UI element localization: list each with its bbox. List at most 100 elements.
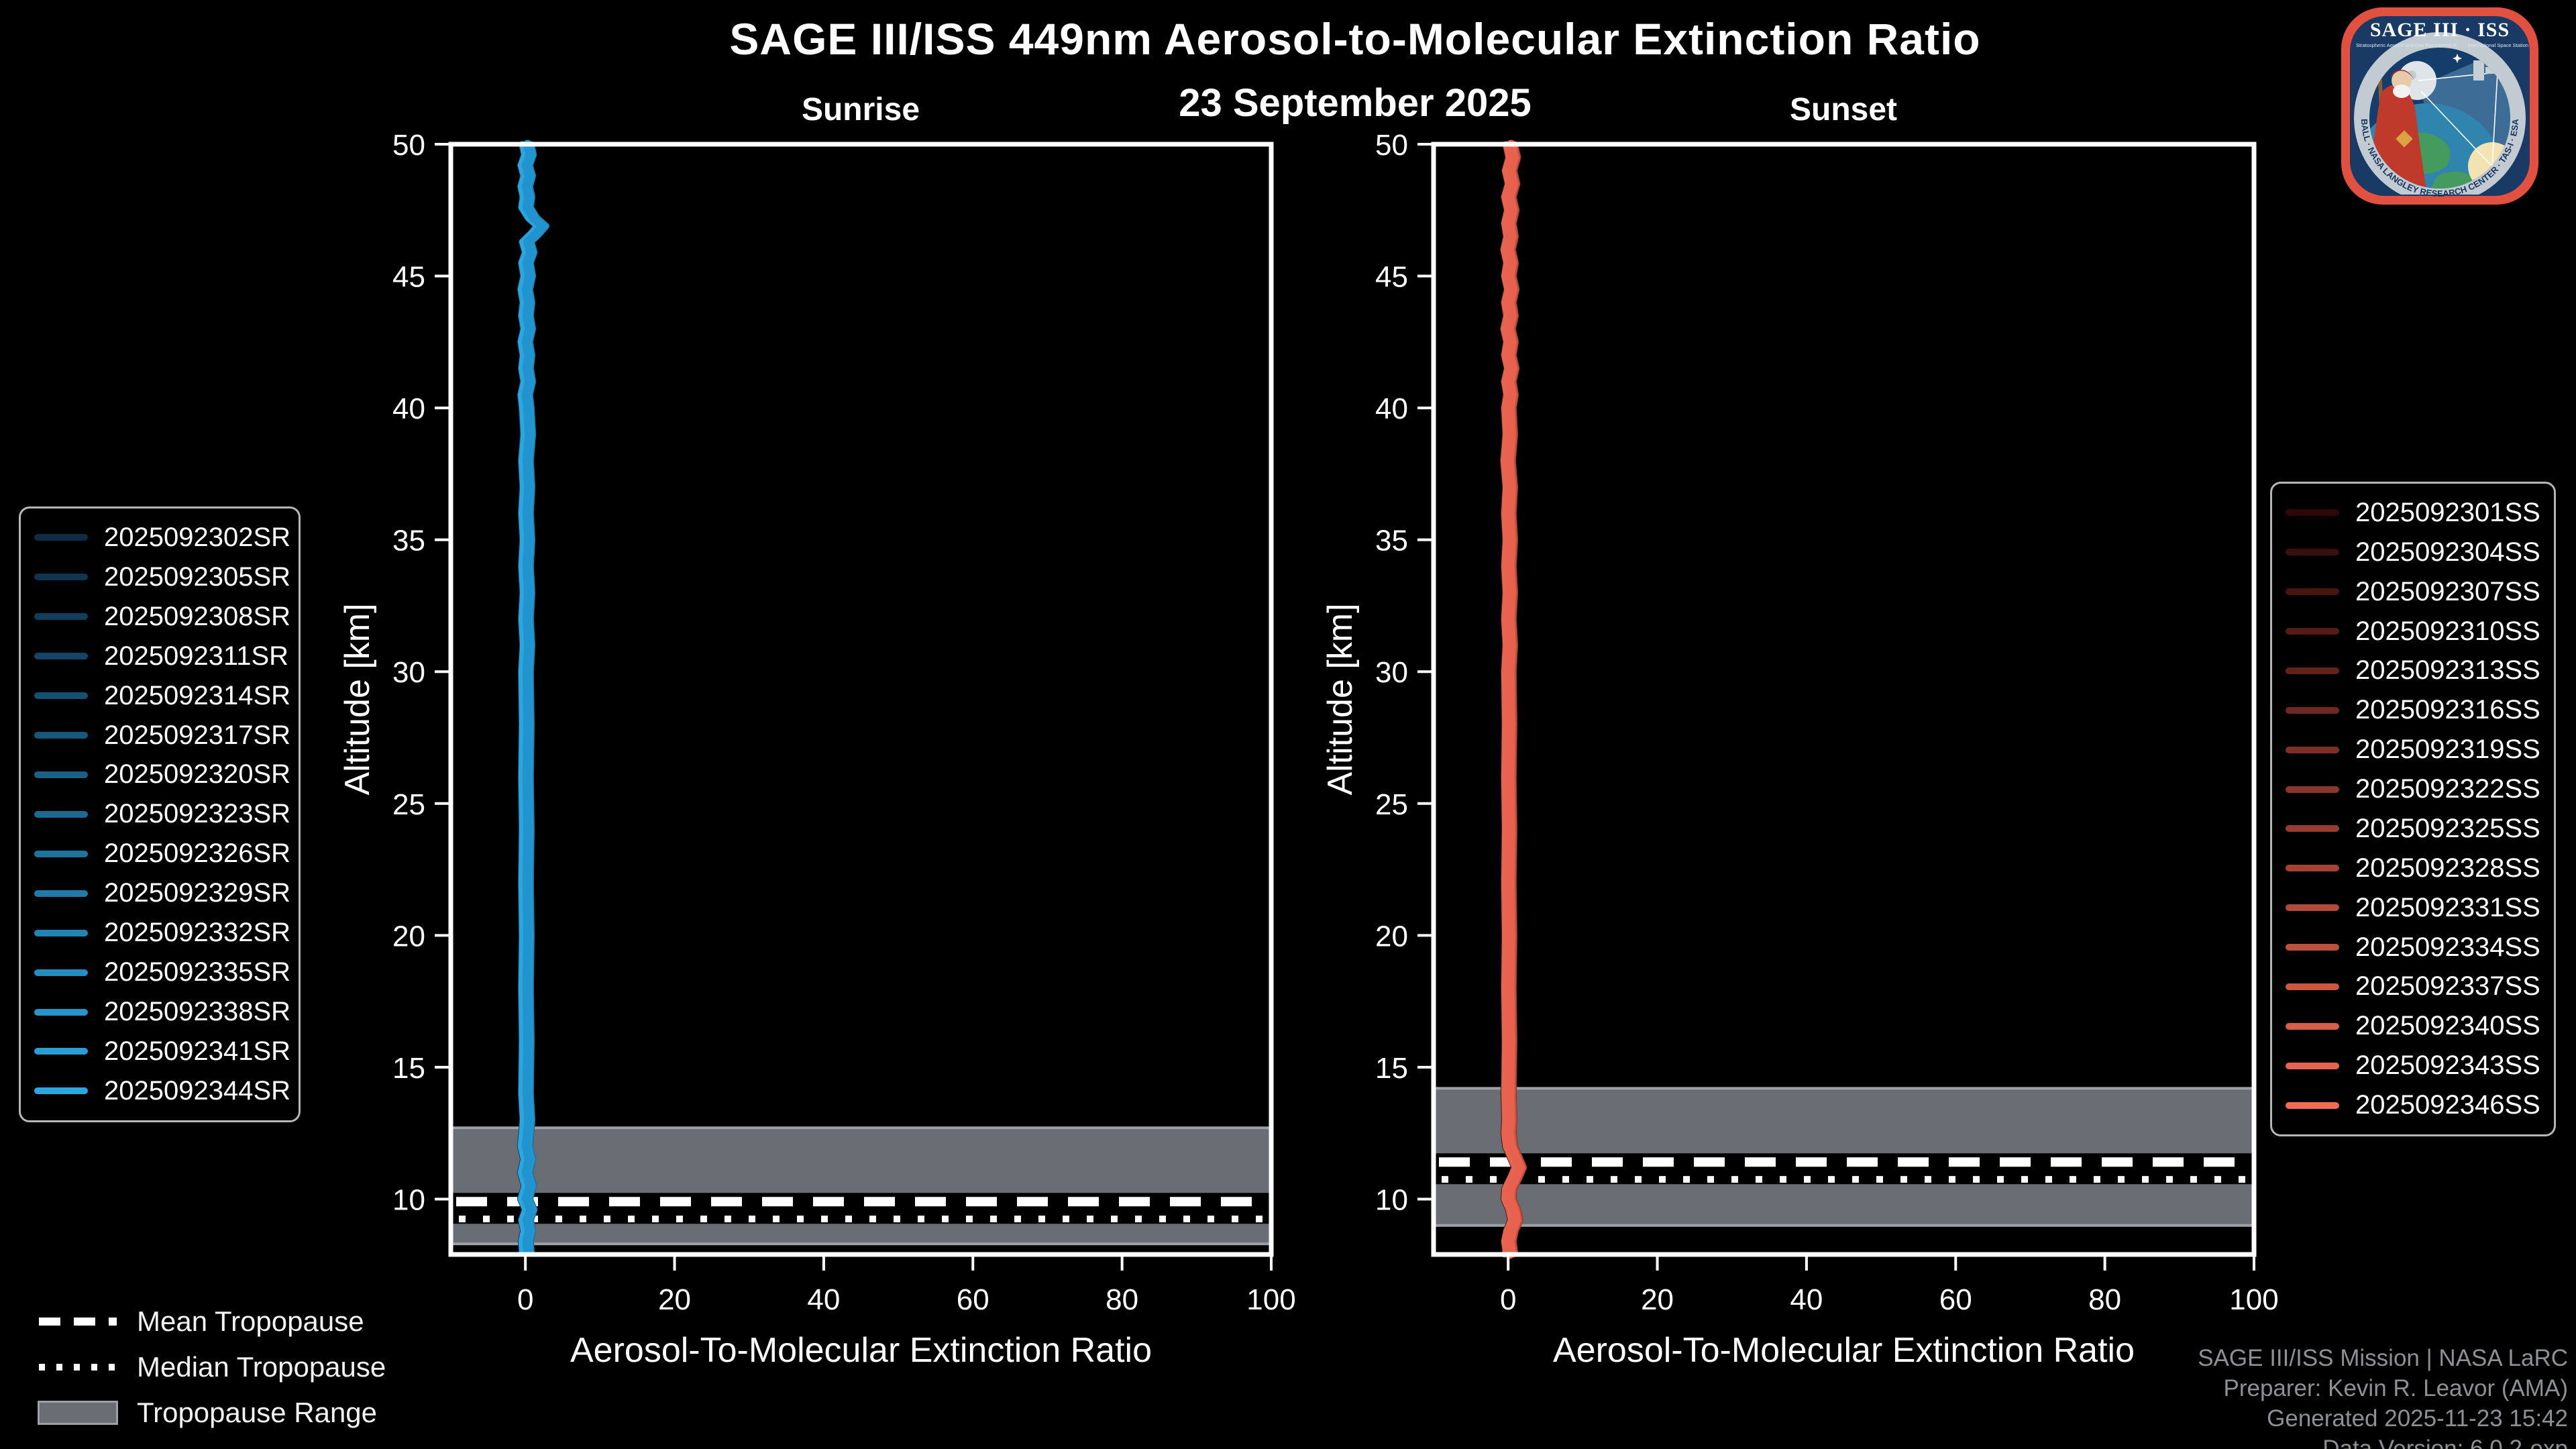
legend-line-swatch: [2286, 1102, 2339, 1109]
legend-item-label: 2025092344SR: [104, 1075, 291, 1106]
logo-continent: [2431, 171, 2479, 189]
legend-line-swatch: [34, 850, 88, 857]
attribution-line: Preparer: Kevin R. Leavor (AMA): [2223, 1375, 2568, 1401]
sunrise-axes-box: [448, 142, 1274, 1257]
legend-item: 2025092314SR: [34, 681, 290, 711]
legend-line-swatch: [34, 929, 88, 936]
legend-item: 2025092317SR: [34, 720, 290, 751]
legend-item: 2025092316SS: [2286, 695, 2540, 725]
legend-item-label: 2025092316SS: [2355, 695, 2540, 725]
legend-line-swatch: [34, 969, 88, 976]
sunrise-events-legend: 2025092302SR 2025092305SR 2025092308SR 2025…: [19, 506, 301, 1122]
y-tick-label: 20: [1375, 920, 1408, 953]
legend-item: 2025092334SS: [2286, 932, 2540, 963]
legend-item-label: 2025092320SR: [104, 759, 291, 790]
legend-item: 2025092320SR: [34, 759, 290, 790]
legend-item-label: 2025092305SR: [104, 561, 291, 592]
legend-item-label: 2025092335SR: [104, 957, 291, 987]
legend-line-swatch: [2286, 628, 2339, 635]
sunrise-profile-main: [521, 140, 547, 1256]
x-tick-label: 0: [1500, 1283, 1516, 1316]
legend-item-label: 2025092337SS: [2355, 971, 2540, 1002]
legend-item: 2025092332SR: [34, 918, 290, 948]
legend-item: 2025092335SR: [34, 957, 290, 987]
logo-subtitle-left: Stratospheric Aerosol and Gas Experiment…: [2356, 42, 2457, 48]
sunset-profile-2025092343SS: [1500, 141, 1518, 1258]
legend-item-label: 2025092317SR: [104, 720, 291, 750]
sunset-events-legend: 2025092301SS 2025092304SS 2025092307SS 2025…: [2270, 482, 2556, 1136]
legend-line-swatch: [2286, 786, 2339, 793]
legend-item-label: 2025092310SS: [2355, 616, 2540, 646]
logo-sight-line: [2418, 72, 2498, 81]
legend-line-swatch: [34, 1048, 88, 1055]
logo-figure-hood: [2390, 70, 2414, 79]
logo-title: SAGE III · ISS: [2370, 19, 2510, 41]
legend-item-label: 2025092319SS: [2355, 735, 2540, 765]
legend-line-swatch: [2286, 825, 2339, 833]
legend-item: 2025092344SR: [34, 1076, 290, 1106]
legend-item-label: 2025092343SS: [2355, 1051, 2540, 1081]
legend-line-swatch: [2286, 667, 2339, 674]
logo-ring: [2354, 32, 2526, 195]
legend-item: 2025092338SR: [34, 997, 290, 1027]
x-tick-label: 80: [2088, 1283, 2121, 1316]
logo-sight-line: [2491, 72, 2498, 167]
sunrise-y-axis-label: Altitude [km]: [338, 603, 377, 795]
y-tick-label: 50: [1375, 129, 1408, 162]
legend-item-label: 2025092325SS: [2355, 813, 2540, 843]
legend-item-label: 2025092326SR: [104, 839, 291, 869]
legend-item: 2025092304SS: [2286, 537, 2540, 568]
legend-item: 2025092313SS: [2286, 655, 2540, 686]
x-tick-label: 80: [1106, 1283, 1138, 1316]
sunset-profile-main: [1504, 140, 1525, 1259]
legend-item-label: 2025092340SS: [2355, 1011, 2540, 1041]
legend-item-label: 2025092311SR: [104, 641, 289, 671]
legend-item-label: 2025092302SR: [104, 522, 291, 552]
legend-line-swatch: [34, 692, 88, 700]
x-tick-label: 20: [1641, 1283, 1674, 1316]
attribution-line: Generated 2025-11-23 15:42: [2267, 1405, 2568, 1432]
legend-item: 2025092331SS: [2286, 893, 2540, 923]
legend-line-swatch: [2286, 865, 2339, 872]
legend-line-swatch: [2286, 588, 2339, 596]
logo-figure-head: [2392, 70, 2412, 91]
legend-item: 2025092305SR: [34, 562, 290, 592]
legend-line-swatch: [34, 1008, 88, 1016]
legend-line-swatch: [34, 890, 88, 897]
legend-item-label: 2025092331SS: [2355, 892, 2540, 922]
legend-item-label: 2025092323SR: [104, 799, 291, 829]
legend-line-swatch: [34, 653, 88, 660]
dashed-line-swatch: [39, 1318, 117, 1326]
legend-line-swatch: [34, 613, 88, 621]
legend-item-label: 2025092322SS: [2355, 774, 2540, 804]
legend-item: 2025092326SR: [34, 839, 290, 869]
band-line-swatch: [38, 1401, 118, 1425]
legend-item: 2025092341SR: [34, 1036, 290, 1067]
legend-line-swatch: [2286, 549, 2339, 556]
logo-sight-line: [2420, 91, 2493, 167]
legend-item: 2025092311SR: [34, 641, 289, 672]
y-tick-label: 45: [392, 261, 425, 294]
legend-item: 2025092340SS: [2286, 1011, 2540, 1041]
tropopause-legend: Mean Tropopause Median Tropopause Tropopau…: [38, 1304, 386, 1430]
legend-item: 2025092343SS: [2286, 1051, 2540, 1081]
legend-line-swatch: [2286, 509, 2339, 517]
y-tick-label: 20: [392, 920, 425, 953]
legend-item-label: 2025092341SR: [104, 1036, 291, 1066]
legend-item: 2025092301SS: [2286, 498, 2540, 528]
x-tick-label: 60: [957, 1283, 989, 1316]
legend-item-label: 2025092313SS: [2355, 655, 2540, 686]
legend-item: 2025092308SR: [34, 602, 290, 632]
y-tick-label: 10: [1375, 1183, 1408, 1216]
tropopause-legend-label: Mean Tropopause: [137, 1305, 364, 1337]
y-tick-label: 40: [1375, 392, 1408, 425]
legend-item-label: 2025092308SR: [104, 601, 291, 631]
y-tick-label: 10: [392, 1183, 425, 1216]
logo-star: [2453, 54, 2462, 63]
y-tick-label: 35: [392, 525, 425, 557]
x-tick-label: 20: [658, 1283, 691, 1316]
sunrise-x-axis-label: Aerosol-To-Molecular Extinction Ratio: [570, 1331, 1152, 1370]
sunset-axes-box: [1431, 142, 2257, 1257]
legend-item: 2025092328SS: [2286, 853, 2540, 883]
legend-item: 2025092337SS: [2286, 971, 2540, 1002]
